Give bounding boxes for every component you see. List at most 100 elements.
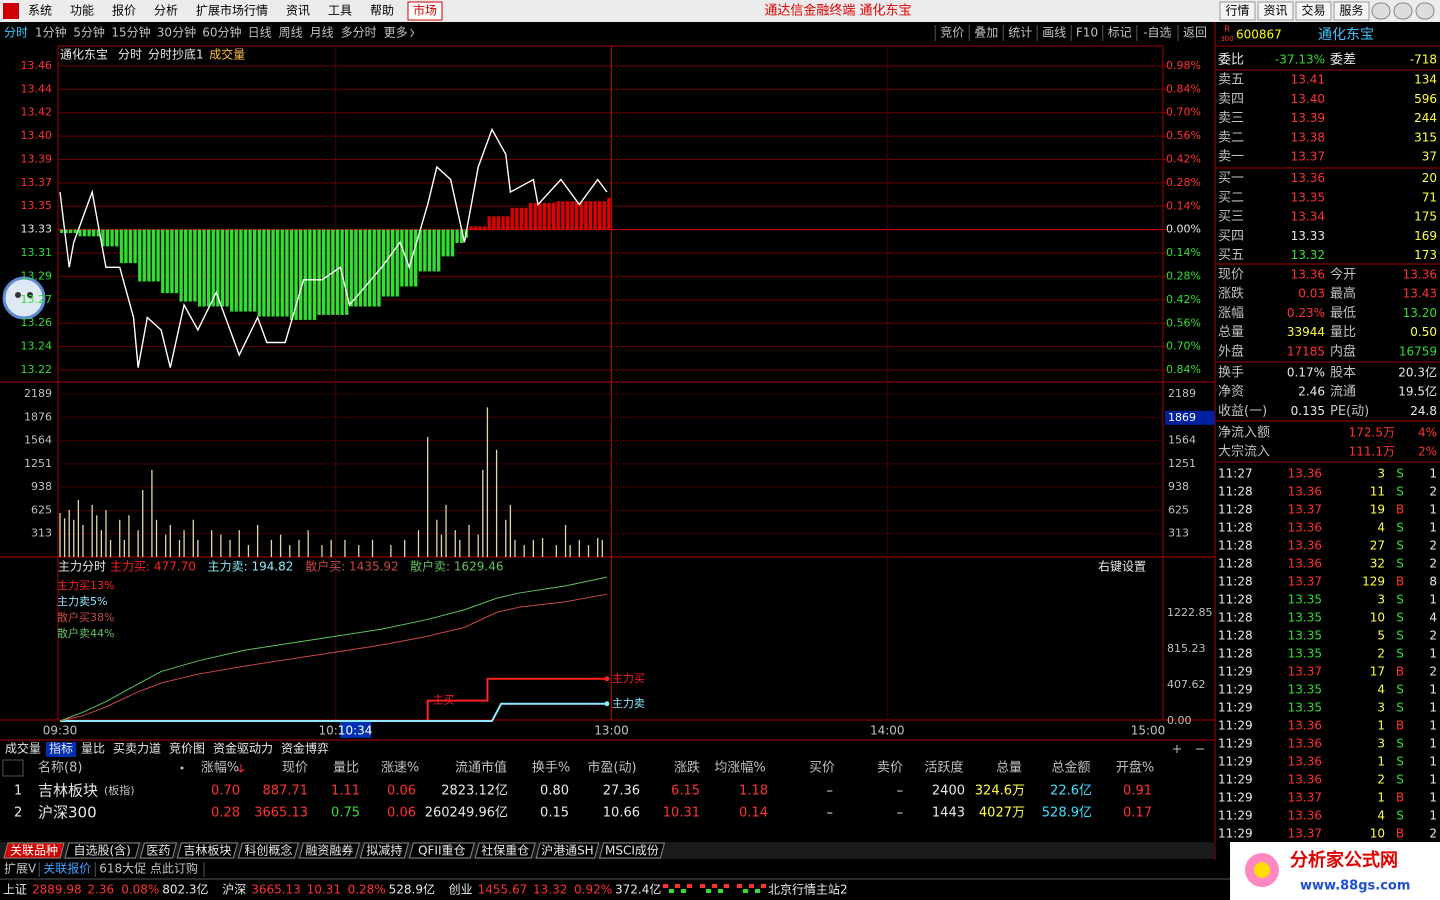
menu-item[interactable]: 报价 bbox=[112, 3, 136, 18]
chart-label: 成交量 bbox=[209, 47, 245, 62]
sector-tab[interactable] bbox=[298, 842, 361, 859]
sector-tab[interactable] bbox=[359, 842, 410, 859]
sub-tab-active[interactable] bbox=[46, 742, 76, 757]
column-header[interactable]: 涨速% bbox=[381, 761, 419, 776]
period-tab[interactable]: 1分钟 bbox=[35, 25, 67, 40]
column-header[interactable]: 卖价 bbox=[877, 761, 903, 776]
row-name[interactable]: 沪深300 bbox=[38, 804, 97, 822]
period-tab[interactable]: 5分钟 bbox=[73, 25, 105, 40]
sector-tab[interactable] bbox=[237, 842, 300, 859]
book-label: 买四 bbox=[1218, 229, 1244, 244]
menu-item[interactable]: 资讯 bbox=[286, 4, 310, 18]
column-header[interactable]: 现价 bbox=[282, 761, 308, 776]
sub-tab[interactable]: 成交量 bbox=[5, 741, 41, 756]
cell: 0.06 bbox=[387, 784, 416, 799]
sub-tab[interactable]: 量比 bbox=[81, 742, 105, 756]
column-header[interactable]: 均涨幅% bbox=[714, 761, 765, 776]
ext-item[interactable]: 618大促 点此订购 bbox=[99, 861, 198, 876]
column-header[interactable]: 流通市值 bbox=[455, 760, 507, 776]
menu-item[interactable]: 分析 bbox=[154, 4, 178, 18]
indicator-settings[interactable]: 右键设置 bbox=[1098, 559, 1146, 574]
cell: 10.66 bbox=[603, 806, 640, 821]
ext-item[interactable]: 关联报价 bbox=[43, 861, 91, 876]
column-header[interactable]: 总量 bbox=[996, 761, 1022, 776]
tool-button[interactable]: 叠加 bbox=[974, 26, 998, 40]
tool-button[interactable]: -自选 bbox=[1143, 26, 1171, 40]
column-header[interactable]: 涨跌 bbox=[674, 760, 700, 776]
tool-button[interactable]: 统计 bbox=[1008, 26, 1032, 40]
trade-side: B bbox=[1396, 719, 1404, 733]
cell: 0.06 bbox=[387, 806, 416, 821]
sector-tab[interactable] bbox=[176, 842, 239, 859]
row-name[interactable]: 吉林板块 bbox=[38, 782, 98, 800]
period-tab[interactable]: 15分钟 bbox=[111, 25, 150, 40]
column-header[interactable]: 名称(8) bbox=[38, 760, 82, 776]
trade-volume: 32 bbox=[1370, 557, 1385, 571]
tool-button[interactable]: 标记 bbox=[1108, 26, 1132, 40]
menu-item[interactable]: 功能 bbox=[70, 4, 94, 18]
menu-item[interactable]: 系统 bbox=[28, 4, 52, 18]
tool-button[interactable]: 竞价 bbox=[940, 26, 964, 40]
column-header[interactable]: 总金额 bbox=[1051, 760, 1090, 776]
menu-item[interactable]: 帮助 bbox=[370, 4, 394, 18]
sector-tab-label: 关联品种 bbox=[10, 844, 58, 858]
mini-bar bbox=[700, 884, 705, 888]
trade-count: 1 bbox=[1429, 593, 1437, 607]
menu-item[interactable]: 扩展市场行情 bbox=[196, 3, 268, 18]
tool-button[interactable]: 返回 bbox=[1183, 26, 1207, 40]
sector-tab[interactable] bbox=[64, 842, 141, 859]
window-min[interactable] bbox=[1371, 2, 1391, 20]
sub-tab[interactable]: 资金驱动力 bbox=[213, 741, 273, 756]
sector-tab[interactable] bbox=[598, 842, 666, 859]
top-button[interactable] bbox=[1219, 1, 1256, 21]
window-close[interactable] bbox=[1415, 2, 1435, 20]
column-header[interactable]: 换手% bbox=[532, 761, 570, 776]
period-tab[interactable]: 更多 bbox=[384, 26, 408, 40]
sector-tab[interactable] bbox=[408, 842, 475, 859]
ext-item[interactable]: 扩展V bbox=[4, 862, 37, 876]
tool-button[interactable]: 画线 bbox=[1042, 26, 1066, 40]
sector-tab[interactable] bbox=[139, 842, 178, 859]
sub-tab[interactable]: 指标 bbox=[49, 741, 73, 756]
trade-time: 11:28 bbox=[1218, 629, 1253, 643]
period-tab[interactable]: 分时 bbox=[4, 26, 28, 40]
period-tab[interactable]: 月线 bbox=[310, 26, 334, 40]
top-button[interactable] bbox=[1333, 1, 1370, 21]
market-box[interactable] bbox=[407, 1, 443, 21]
y2-tick-label: 0.84% bbox=[1166, 363, 1201, 376]
sub-tab[interactable]: 买卖力道 bbox=[113, 742, 161, 756]
column-header[interactable]: 市盈(动) bbox=[587, 760, 636, 776]
sector-tab[interactable] bbox=[535, 842, 600, 859]
stat-value: 0.17% bbox=[1287, 366, 1325, 380]
sector-tab[interactable] bbox=[474, 842, 536, 859]
column-header[interactable]: 买价 bbox=[809, 761, 835, 776]
book-volume: 596 bbox=[1414, 92, 1437, 106]
column-header[interactable]: 涨幅% bbox=[201, 761, 239, 776]
top-button[interactable] bbox=[1257, 1, 1294, 21]
trade-price: 13.35 bbox=[1288, 683, 1322, 697]
period-tab[interactable]: 30分钟 bbox=[157, 25, 196, 40]
sector-tab-label: 沪港通SH bbox=[541, 844, 594, 858]
trade-side: B bbox=[1396, 827, 1404, 841]
book-volume: 37 bbox=[1422, 150, 1437, 164]
period-tab[interactable]: 多分时 bbox=[341, 26, 377, 40]
tool-button[interactable]: F10 bbox=[1076, 26, 1098, 40]
menu-item[interactable]: 工具 bbox=[328, 4, 352, 18]
column-header[interactable]: 量比 bbox=[333, 761, 359, 776]
assistant-avatar[interactable] bbox=[2, 276, 46, 320]
period-tab[interactable]: 60分钟 bbox=[202, 25, 241, 40]
period-tab[interactable]: 日线 bbox=[248, 26, 272, 40]
cell: 887.71 bbox=[263, 784, 309, 799]
sub-tab[interactable]: 竞价图 bbox=[169, 742, 205, 756]
workspace bbox=[0, 22, 1440, 900]
stat-label: 量比 bbox=[1330, 325, 1356, 340]
sector-tab-label: 医药 bbox=[146, 844, 170, 858]
sub-tab[interactable]: 资金博弈 bbox=[281, 741, 329, 756]
column-header[interactable]: 活跃度 bbox=[924, 760, 963, 776]
window-max[interactable] bbox=[1393, 2, 1413, 20]
sector-tab[interactable] bbox=[3, 842, 65, 859]
stat-value: 0.03 bbox=[1298, 287, 1325, 301]
period-tab[interactable]: 周线 bbox=[279, 26, 303, 40]
column-header[interactable]: 开盘% bbox=[1116, 760, 1154, 776]
top-button[interactable] bbox=[1295, 1, 1332, 21]
